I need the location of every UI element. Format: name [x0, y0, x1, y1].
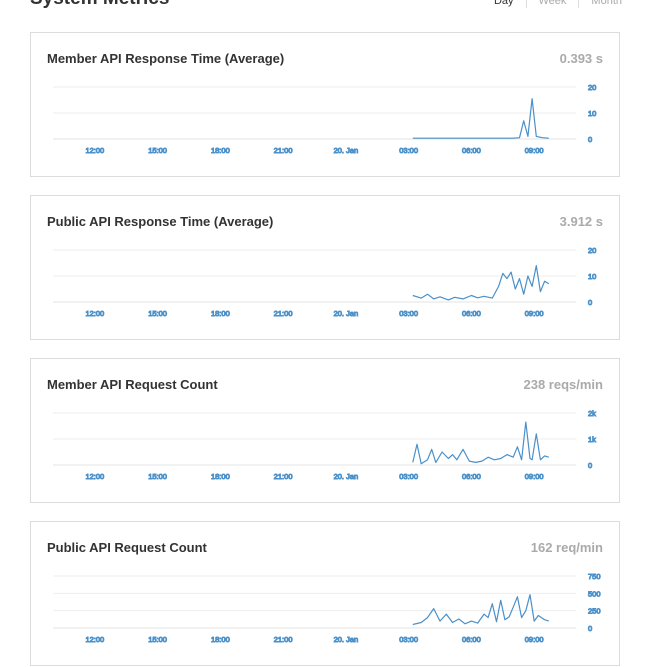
- y-tick-label: 500: [588, 589, 601, 598]
- x-tick-label: 21:00: [274, 146, 293, 155]
- series-line: [412, 421, 549, 465]
- card-title: Member API Response Time (Average): [47, 51, 285, 66]
- range-switch: Day Week Month: [482, 0, 622, 8]
- x-tick-label: 15:00: [148, 146, 167, 155]
- y-tick-label: 1k: [588, 435, 596, 444]
- x-tick-label: 12:00: [85, 309, 104, 318]
- metric-card-member-request-count: 2k 1k 0 12:00 15:00 18:00 21:00 20. Jan 03:00 06:…: [30, 358, 620, 503]
- y-tick-label: 0: [588, 624, 592, 633]
- y-tick-label: 20: [588, 83, 596, 92]
- chart-member-response-time: 20 10 0 12:00 15:00 18:00 21:00 20. Jan 03:00 06:…: [53, 83, 597, 156]
- metric-card-public-response-time: 20 10 0 12:00 15:00 18:00 21:00 20. Jan 03:00 06:…: [30, 195, 620, 340]
- x-tick-label: 03:00: [399, 472, 418, 481]
- x-tick-label: 12:00: [85, 635, 104, 644]
- chart-member-request-count: 2k 1k 0 12:00 15:00 18:00 21:00 20. Jan 03:00 06:…: [53, 409, 597, 482]
- y-tick-label: 2k: [588, 409, 596, 418]
- x-tick-label: 21:00: [274, 309, 293, 318]
- range-month-tab[interactable]: Month: [591, 0, 622, 7]
- card-title: Member API Request Count: [47, 377, 218, 392]
- x-tick-label: 03:00: [399, 635, 418, 644]
- card-value: 238 reqs/min: [523, 377, 604, 392]
- x-tick-label: 18:00: [211, 146, 230, 155]
- x-tick-label: 09:00: [525, 146, 544, 155]
- y-tick-label: 250: [588, 607, 601, 616]
- range-week-tab[interactable]: Week: [527, 0, 580, 8]
- y-tick-label: 0: [588, 298, 592, 307]
- card-value: 3.912 s: [559, 214, 603, 229]
- x-tick-label: 21:00: [274, 635, 293, 644]
- x-tick-label: 18:00: [211, 635, 230, 644]
- range-day-tab[interactable]: Day: [482, 0, 527, 8]
- y-tick-label: 20: [588, 246, 596, 255]
- x-tick-label: 09:00: [525, 635, 544, 644]
- card-title: Public API Response Time (Average): [47, 214, 274, 229]
- x-tick-label: 21:00: [274, 472, 293, 481]
- chart-public-request-count: 750 500 250 0 12:00 15:00 18:00 21:00 20. Jan 03:…: [53, 572, 601, 645]
- x-tick-label: 03:00: [399, 146, 418, 155]
- series-line: [412, 98, 549, 139]
- x-tick-label: 18:00: [211, 309, 230, 318]
- y-tick-label: 10: [588, 109, 596, 118]
- metric-card-public-request-count: 750 500 250 0 12:00 15:00 18:00 21:00 20. Jan 03:…: [30, 521, 620, 666]
- x-tick-label: 20. Jan: [334, 635, 359, 644]
- card-value: 0.393 s: [559, 51, 603, 66]
- x-tick-label: 06:00: [462, 309, 481, 318]
- y-tick-label: 0: [588, 461, 592, 470]
- x-tick-label: 15:00: [148, 309, 167, 318]
- series-line: [412, 594, 549, 626]
- series-line: [412, 264, 550, 301]
- x-tick-label: 20. Jan: [334, 472, 359, 481]
- x-tick-label: 20. Jan: [334, 309, 359, 318]
- y-tick-label: 750: [588, 572, 601, 581]
- x-tick-label: 06:00: [462, 635, 481, 644]
- x-tick-label: 20. Jan: [334, 146, 359, 155]
- chart-public-response-time: 20 10 0 12:00 15:00 18:00 21:00 20. Jan 03:00 06:…: [53, 246, 597, 319]
- x-tick-label: 03:00: [399, 309, 418, 318]
- x-tick-label: 06:00: [462, 472, 481, 481]
- y-tick-label: 10: [588, 272, 596, 281]
- x-tick-label: 15:00: [148, 472, 167, 481]
- x-tick-label: 12:00: [85, 472, 104, 481]
- metric-card-member-response-time: 20 10 0 12:00 15:00 18:00 21:00 20. Jan 03:00 06:…: [30, 32, 620, 177]
- page-title: System Metrics: [30, 0, 169, 10]
- x-tick-label: 06:00: [462, 146, 481, 155]
- card-value: 162 req/min: [530, 540, 603, 555]
- x-tick-label: 18:00: [211, 472, 230, 481]
- x-tick-label: 12:00: [85, 146, 104, 155]
- x-tick-label: 09:00: [525, 309, 544, 318]
- card-title: Public API Request Count: [47, 540, 207, 555]
- x-tick-label: 09:00: [525, 472, 544, 481]
- y-tick-label: 0: [588, 135, 592, 144]
- x-tick-label: 15:00: [148, 635, 167, 644]
